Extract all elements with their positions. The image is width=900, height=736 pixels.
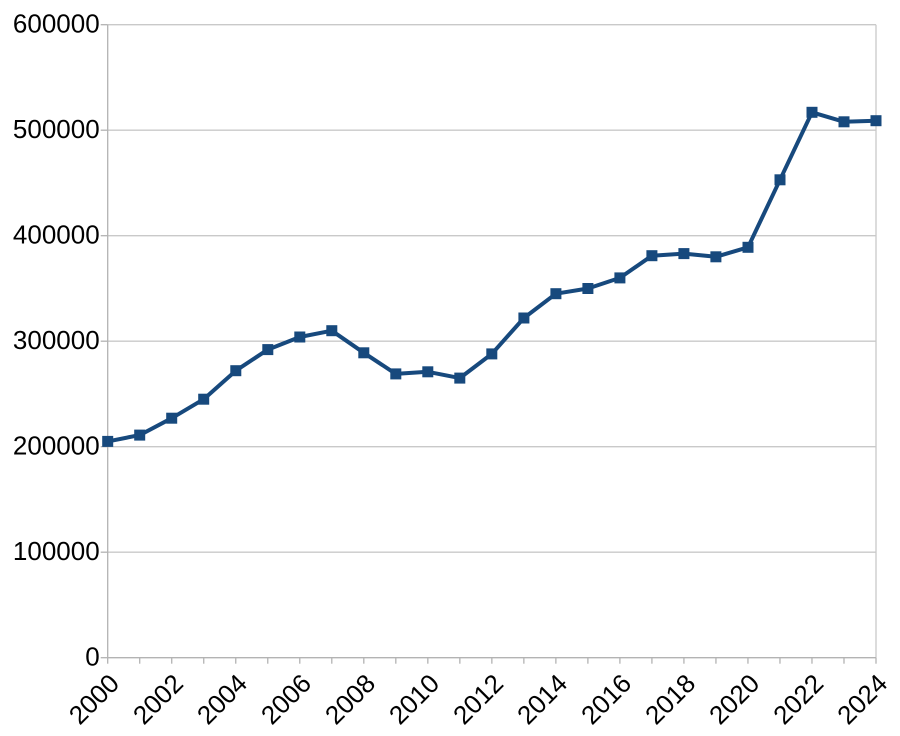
data-point-marker [838, 116, 850, 128]
data-point-marker [102, 435, 114, 447]
data-point-marker [422, 366, 434, 378]
data-point-marker [486, 348, 498, 360]
y-axis-tick-label: 500000 [13, 114, 100, 144]
data-point-marker [262, 344, 274, 356]
y-axis-tick-label: 600000 [13, 9, 100, 39]
data-point-marker [358, 347, 370, 359]
data-point-marker [134, 429, 146, 441]
data-point-marker [518, 312, 530, 324]
data-point-marker [582, 283, 594, 294]
data-point-marker [870, 115, 882, 127]
data-point-marker [326, 325, 338, 337]
y-axis-tick-label: 200000 [13, 431, 100, 461]
data-point-marker [614, 272, 626, 284]
data-point-marker [230, 365, 242, 377]
y-axis-tick-label: 0 [85, 642, 99, 672]
data-point-marker [742, 241, 754, 253]
y-axis-tick-label: 100000 [13, 536, 100, 566]
data-point-marker [550, 288, 562, 300]
y-axis-tick-label: 300000 [13, 325, 100, 355]
data-point-marker [710, 251, 722, 263]
data-point-marker [390, 368, 402, 380]
data-point-marker [806, 106, 818, 118]
data-point-marker [166, 412, 178, 424]
data-point-marker [678, 248, 690, 260]
data-point-marker [294, 331, 306, 343]
data-point-marker [774, 174, 786, 186]
y-axis-tick-label: 400000 [13, 220, 100, 250]
data-point-marker [454, 372, 466, 384]
data-point-marker [198, 393, 210, 405]
data-point-marker [646, 250, 658, 262]
